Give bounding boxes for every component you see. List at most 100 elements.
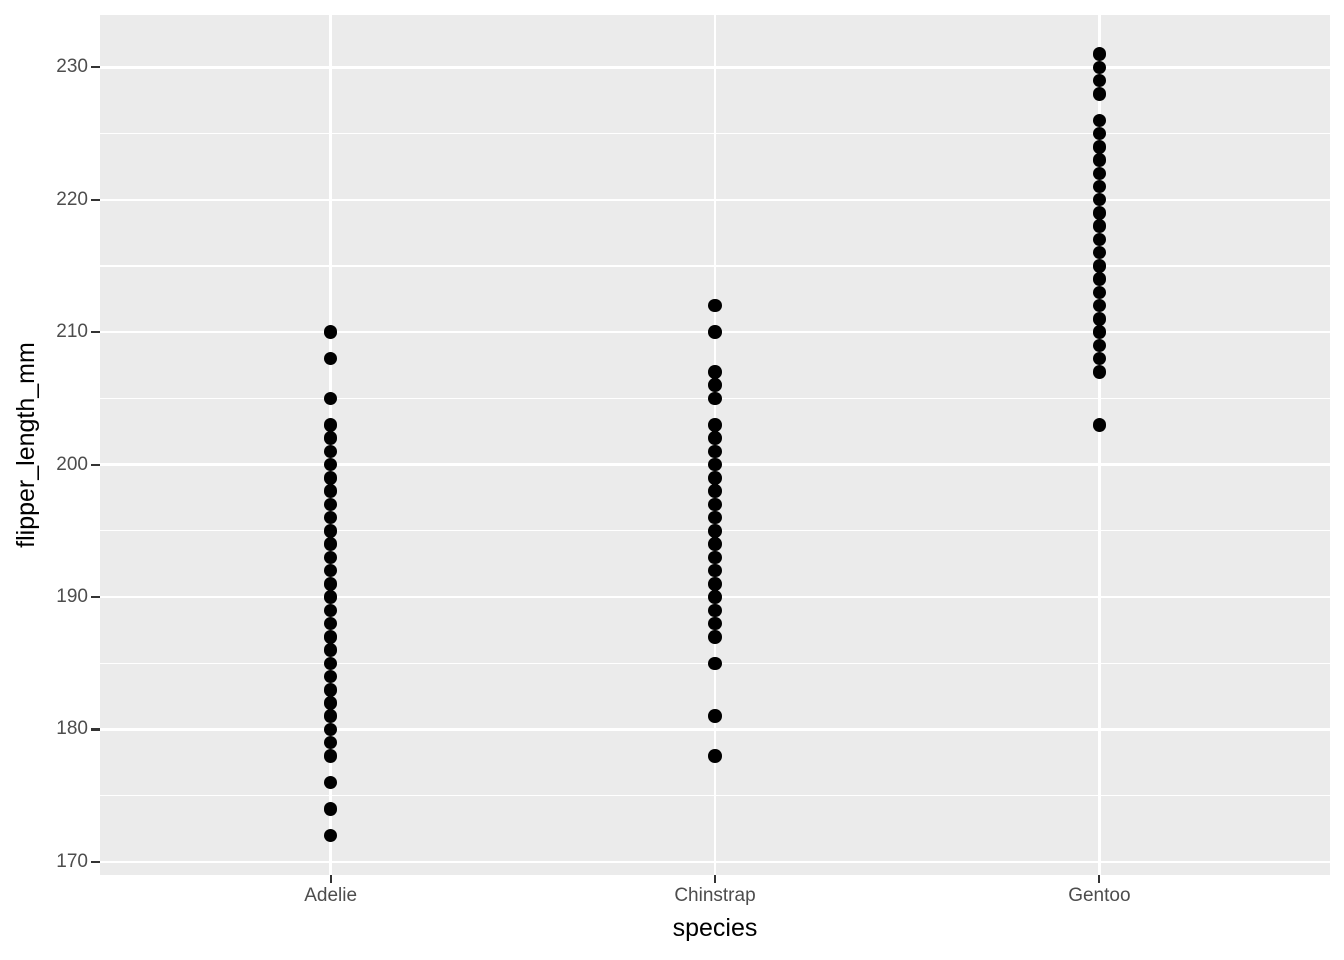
data-point — [1092, 126, 1107, 141]
y-tick-mark — [91, 198, 100, 201]
x-tick-label: Adelie — [304, 884, 358, 906]
data-point — [323, 775, 338, 790]
data-point — [708, 298, 722, 313]
y-tick-label: 230 — [56, 56, 88, 78]
data-point — [1092, 365, 1107, 379]
data-point — [323, 709, 338, 723]
data-point — [1092, 166, 1107, 180]
data-point — [1092, 312, 1107, 326]
data-point — [323, 616, 338, 631]
data-point — [1092, 47, 1107, 61]
y-tick-mark — [91, 66, 100, 69]
data-point — [1092, 351, 1107, 366]
y-tick-label: 190 — [56, 586, 88, 608]
data-point — [323, 643, 338, 657]
y-tick-mark — [91, 463, 100, 466]
y-axis-title: flipper_length_mm — [12, 341, 40, 548]
y-tick-mark — [91, 595, 100, 599]
data-point — [323, 391, 338, 406]
data-point — [1092, 285, 1107, 300]
data-point — [708, 471, 722, 485]
data-point — [1092, 140, 1107, 154]
data-point — [1092, 73, 1107, 88]
data-point — [1092, 87, 1107, 101]
data-point — [323, 828, 338, 843]
data-point — [708, 537, 722, 551]
data-point — [323, 550, 338, 565]
data-point — [323, 497, 338, 512]
data-point — [708, 630, 722, 644]
data-point — [323, 524, 338, 538]
x-tick-mark — [329, 874, 332, 883]
x-tick-mark — [1098, 874, 1101, 883]
data-point — [708, 431, 722, 445]
y-tick-label: 220 — [56, 188, 88, 210]
data-point — [323, 630, 338, 644]
data-point — [323, 563, 338, 578]
data-point — [1092, 298, 1107, 313]
data-point — [1092, 179, 1107, 194]
data-point — [323, 656, 338, 671]
data-point — [323, 325, 338, 339]
data-point — [323, 537, 338, 551]
data-point — [323, 577, 338, 591]
data-point — [323, 590, 338, 604]
y-tick-label: 210 — [56, 321, 88, 343]
data-point — [323, 603, 338, 618]
data-point — [1092, 153, 1107, 167]
data-point — [1092, 113, 1107, 128]
data-point — [708, 590, 722, 604]
data-point — [708, 325, 722, 339]
data-point — [708, 418, 722, 432]
data-point — [1092, 245, 1107, 260]
data-point — [708, 577, 722, 591]
data-point — [708, 603, 722, 618]
data-point — [1092, 192, 1107, 207]
plot-panel — [100, 15, 1330, 875]
data-point — [1092, 206, 1107, 220]
data-point — [708, 365, 722, 379]
y-tick-mark — [91, 860, 100, 863]
data-point — [323, 696, 338, 710]
data-point — [323, 444, 338, 459]
y-tick-label: 200 — [56, 453, 88, 475]
data-point — [708, 749, 722, 763]
data-point — [708, 484, 722, 498]
data-point — [1092, 338, 1107, 353]
data-point — [708, 524, 722, 538]
data-point — [708, 510, 722, 525]
data-point — [1092, 60, 1107, 75]
data-point — [323, 735, 338, 750]
data-point — [708, 656, 722, 671]
y-tick-label: 180 — [56, 718, 88, 740]
data-point — [708, 709, 722, 723]
data-point — [1092, 259, 1107, 273]
data-point — [708, 378, 722, 392]
data-point — [323, 722, 338, 737]
data-point — [1092, 219, 1107, 233]
data-point — [708, 391, 722, 406]
data-point — [323, 431, 338, 445]
x-axis-title: species — [672, 914, 758, 942]
data-point — [708, 497, 722, 512]
y-tick-label: 170 — [56, 850, 88, 872]
y-tick-mark — [91, 728, 100, 731]
x-tick-mark — [713, 874, 717, 883]
data-point — [323, 418, 338, 432]
data-point — [708, 457, 722, 472]
data-point — [708, 550, 722, 565]
data-point — [323, 749, 338, 763]
data-point — [708, 444, 722, 459]
data-point — [1092, 418, 1107, 432]
data-point — [323, 457, 338, 472]
data-point — [708, 616, 722, 631]
x-tick-label: Gentoo — [1068, 884, 1131, 906]
data-point — [323, 484, 338, 498]
x-tick-label: Chinstrap — [674, 884, 756, 906]
data-point — [708, 563, 722, 578]
data-point — [323, 351, 338, 366]
x-gridline-major — [1098, 15, 1101, 875]
data-point — [323, 669, 338, 684]
data-point — [1092, 272, 1107, 286]
